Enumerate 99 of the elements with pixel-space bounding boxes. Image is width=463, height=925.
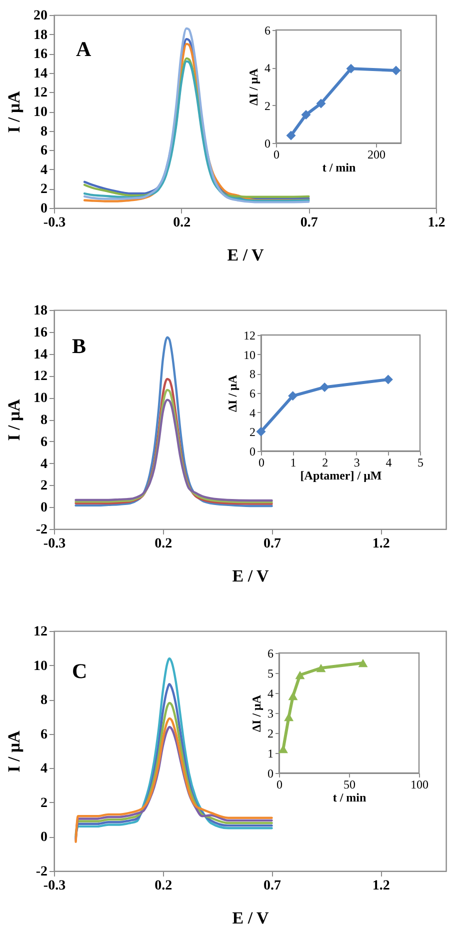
x-tick-label: 1.2: [372, 878, 390, 894]
point: [288, 391, 298, 401]
x-axis-title: E / V: [232, 566, 270, 586]
y-tick-label: 0: [268, 766, 274, 780]
x-tick-label: 3: [354, 456, 360, 470]
y-tick-label: -2: [36, 522, 48, 538]
point: [391, 66, 401, 76]
x-tick-label: 1.2: [372, 536, 390, 552]
y-tick-label: 4: [264, 61, 270, 76]
annotation: A: [76, 37, 92, 61]
y-tick-label: 0: [264, 136, 270, 150]
y-axis-title: I / μA: [4, 398, 24, 441]
y-tick-label: 2: [40, 796, 48, 811]
y-tick-label: 3: [268, 706, 274, 720]
point: [316, 664, 326, 672]
y-tick-label: 10: [244, 348, 256, 362]
point: [295, 670, 305, 680]
y-axis-title: I / μA: [4, 730, 24, 772]
y-tick-label: 6: [40, 434, 48, 450]
y-tick-label: 18: [34, 304, 48, 318]
point: [320, 382, 330, 392]
y-tick-label: 4: [40, 162, 48, 178]
y-tick-label: 20: [34, 8, 48, 24]
x-tick-label: 0.2: [173, 216, 191, 230]
x-tick-label: 0.2: [154, 878, 172, 894]
y-tick-label: 2: [40, 182, 48, 198]
y-axis-title: ΔI / μA: [246, 68, 260, 106]
point: [284, 712, 294, 722]
y-tick-label: 1: [268, 746, 274, 760]
x-tick-label: 0.7: [300, 216, 318, 230]
point: [383, 374, 393, 384]
y-tick-label: 10: [34, 391, 48, 406]
point: [288, 692, 298, 700]
y-tick-label: 6: [264, 24, 270, 38]
x-tick-label: 50: [344, 778, 356, 792]
x-tick-label: 100: [410, 778, 428, 792]
x-tick-label: -0.3: [43, 536, 66, 552]
point: [346, 64, 356, 74]
y-tick-label: 4: [268, 686, 274, 700]
x-axis-title: t / min: [332, 790, 366, 804]
point: [301, 110, 311, 120]
y-tick-label: 6: [268, 646, 274, 660]
y-tick-label: 6: [40, 144, 48, 159]
x-tick-label: 2: [322, 456, 328, 470]
y-tick-label: 10: [34, 658, 48, 674]
y-tick-label: 12: [34, 624, 48, 640]
y-tick-label: 12: [34, 86, 48, 101]
x-axis-title: E / V: [227, 246, 264, 264]
x-tick-label: 1: [290, 456, 296, 470]
y-tick-label: 14: [34, 66, 48, 82]
x-tick-label: -0.3: [43, 878, 66, 894]
y-tick-label: 8: [250, 367, 256, 382]
y-tick-label: 16: [34, 325, 48, 340]
y-tick-label: 2: [250, 425, 256, 440]
x-axis-title: E / V: [232, 908, 270, 925]
annotation: B: [72, 334, 86, 358]
point: [286, 130, 296, 140]
x-tick-label: -0.3: [43, 216, 66, 230]
y-tick-label: 8: [40, 693, 48, 708]
x-tick-label: 0.7: [264, 536, 282, 552]
x-tick-label: 4: [386, 456, 392, 470]
y-axis-title: ΔI / μA: [226, 374, 240, 412]
y-tick-label: 10: [34, 105, 48, 120]
y-tick-label: 18: [34, 28, 48, 43]
x-tick-label: 1.2: [428, 216, 446, 230]
y-tick-label: 0: [40, 500, 48, 516]
y-tick-label: 16: [34, 47, 48, 62]
y-tick-label: 8: [40, 124, 48, 140]
x-tick-label: 5: [418, 456, 424, 470]
y-tick-label: 14: [34, 347, 48, 362]
y-axis-title: I / μA: [4, 90, 24, 133]
x-axis-title: t / min: [322, 160, 356, 174]
y-tick-label: 4: [250, 406, 256, 420]
x-tick-label: 0.2: [154, 536, 172, 552]
y-tick-label: -2: [36, 864, 48, 880]
y-tick-label: 6: [250, 386, 256, 400]
point: [256, 426, 266, 436]
y-tick-label: 6: [40, 727, 48, 742]
y-tick-label: 4: [40, 762, 48, 777]
y-tick-label: 2: [264, 98, 270, 113]
x-axis-title: [Aptamer] / μM: [300, 468, 382, 482]
point: [358, 658, 368, 668]
annotation: C: [72, 659, 88, 683]
y-tick-label: 2: [268, 726, 274, 740]
y-tick-label: 12: [34, 369, 48, 384]
x-tick-label: 0.7: [264, 878, 282, 894]
y-tick-label: 12: [244, 328, 256, 342]
y-axis-title: ΔI / μA: [250, 694, 264, 732]
point: [278, 744, 288, 754]
x-tick-label: 0: [276, 778, 282, 792]
point: [316, 98, 326, 108]
y-tick-label: 8: [40, 413, 48, 428]
y-tick-label: 0: [250, 444, 256, 458]
y-tick-label: 0: [40, 830, 48, 846]
y-tick-label: 5: [268, 666, 274, 680]
y-tick-label: 2: [40, 478, 48, 494]
y-tick-label: 0: [40, 202, 48, 216]
x-tick-label: 200: [368, 148, 386, 162]
line-series: [74, 657, 273, 838]
